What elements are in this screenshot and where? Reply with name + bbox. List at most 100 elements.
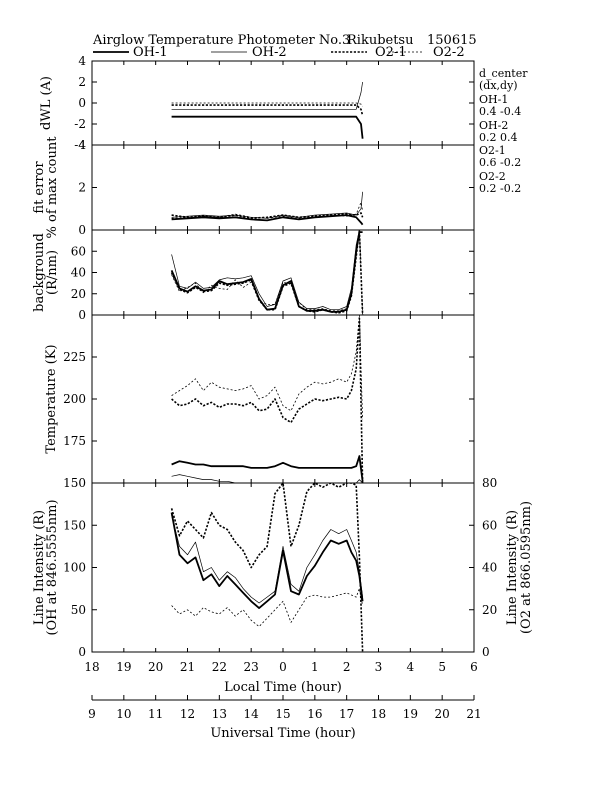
site-name: Rikubetsu: [347, 33, 413, 48]
y-axis-right-label-2: (O2 at 866.0595nm): [519, 501, 534, 634]
panel-temperature-k: 150 175 200 225 Temperature (K): [44, 314, 475, 490]
annotation-value-o2-1: 0.6 -0.2: [479, 156, 521, 169]
y-tick-label: 20: [71, 287, 86, 301]
legend-label-oh-1: OH-1: [133, 45, 168, 60]
local-time-tick-label: 0: [279, 660, 287, 674]
y-axis-label: background: [32, 233, 47, 312]
universal-time-tick-label: 13: [212, 707, 227, 721]
local-time-tick-label: 1: [311, 660, 319, 674]
annotation-d-center: d_center: [479, 67, 528, 80]
local-time-tick-label: 2: [343, 660, 351, 674]
y-tick-label: -4: [74, 138, 86, 152]
y-tick-label: -2: [74, 117, 86, 131]
series-line-o2-1: [170, 230, 364, 315]
series-line-oh-2: [171, 515, 363, 604]
legend-item-o2-2: O2-2: [388, 45, 465, 60]
y-tick-label: 225: [63, 350, 86, 364]
legend: OH-1 OH-2 O2-1 O2-2: [93, 45, 465, 60]
panel-fit-error-of-max-count: 0 2 4 fit error% of max count: [32, 136, 475, 238]
y-tick-label: 0: [78, 308, 86, 322]
d-center-annotations: d_center(dx,dy)OH-10.4 -0.4OH-20.2 0.4O2…: [479, 67, 528, 195]
y-tick-label: 0: [78, 645, 86, 659]
universal-time-tick-label: 19: [403, 707, 418, 721]
legend-item-oh-1: OH-1: [93, 45, 168, 60]
universal-time-tick-label: 12: [180, 707, 195, 721]
y-right-tick-label: 80: [482, 476, 497, 490]
local-time-tick-label: 21: [180, 660, 195, 674]
y-right-tick-label: 0: [482, 645, 490, 659]
legend-item-o2-1: O2-1: [331, 45, 407, 60]
date-label: 150615: [427, 33, 477, 48]
legend-label-oh-2: OH-2: [252, 45, 287, 60]
y-tick-label: 4: [78, 138, 86, 152]
y-tick-label: 175: [63, 434, 86, 448]
universal-time-tick-label: 16: [307, 707, 322, 721]
y-tick-label: 150: [63, 476, 86, 490]
annotation-name-oh-2: OH-2: [479, 119, 508, 132]
local-time-tick-label: 20: [148, 660, 163, 674]
series-line-oh-2: [171, 474, 363, 483]
annotation-value-oh-2: 0.2 0.4: [479, 131, 517, 144]
y-axis-label: dWL (A): [39, 76, 54, 130]
annotation-value-o2-2: 0.2 -0.2: [479, 182, 521, 195]
series-line-o2-2: [171, 588, 363, 627]
local-time-tick-label: 5: [438, 660, 446, 674]
universal-time-tick-label: 18: [371, 707, 386, 721]
y-tick-label: 200: [63, 392, 86, 406]
universal-time-tick-label: 20: [435, 707, 450, 721]
y-right-tick-label: 40: [482, 561, 497, 575]
y-tick-label: 50: [71, 603, 86, 617]
universal-time-tick-label: 14: [244, 707, 260, 721]
y-axis-label-2: (R/nm): [45, 250, 60, 295]
series-line-o2-1: [171, 104, 364, 116]
panel-dwl-a: -4 -2 0 2 4 dWL (A): [39, 54, 475, 152]
legend-label-o2-2: O2-2: [433, 45, 465, 60]
universal-time-tick-label: 11: [148, 707, 163, 721]
series-line-o2-1: [171, 212, 364, 220]
universal-time-tick-label: 9: [88, 707, 96, 721]
local-time-tick-label: 22: [212, 660, 227, 674]
series-line-oh-1: [170, 512, 364, 609]
series-line-oh-1: [171, 115, 364, 139]
y-axis-label: Temperature (K): [44, 344, 59, 453]
series-line-o2-2: [171, 201, 363, 219]
series-line-o2-2: [171, 315, 363, 420]
universal-time-tick-label: 15: [275, 707, 290, 721]
annotation-dx-dy: (dx,dy): [479, 79, 518, 92]
series-line-o2-1: [171, 317, 364, 483]
universal-time-axis-label: Universal Time (hour): [210, 726, 355, 741]
series-line-o2-1: [170, 483, 364, 652]
series-line-oh-2: [171, 230, 363, 311]
local-time-tick-label: 23: [244, 660, 259, 674]
y-tick-label: 2: [78, 181, 86, 195]
y-axis-label: Line Intensity (R): [32, 510, 47, 625]
y-right-tick-label: 60: [482, 518, 497, 532]
panel-frame: [91, 229, 475, 316]
legend-label-o2-1: O2-1: [375, 45, 407, 60]
local-time-tick-label: 3: [375, 660, 383, 674]
local-time-tick-label: 19: [116, 660, 131, 674]
y-tick-label: 40: [71, 266, 86, 280]
annotation-name-o2-1: O2-1: [479, 144, 506, 157]
series-line-oh-1: [171, 214, 364, 226]
y-tick-label: 4: [78, 54, 86, 68]
universal-time-tick-label: 10: [116, 707, 131, 721]
annotation-name-oh-1: OH-1: [479, 93, 508, 106]
y-axis-label-2: (OH at 846.5555nm): [45, 499, 60, 635]
y-axis-label: fit error: [32, 161, 47, 214]
y-tick-label: 0: [78, 223, 86, 237]
annotation-value-oh-1: 0.4 -0.4: [479, 105, 521, 118]
panel-frame: [91, 60, 475, 146]
panel-frame: [91, 314, 475, 484]
series-line-o2-2: [171, 102, 363, 107]
panels: -4 -2 0 2 4 dWL (A) 0 2 4 fit error% of max count…: [32, 54, 534, 659]
panel-background-r-nm: 0 20 40 60 background(R/nm): [32, 229, 475, 322]
series-line-o2-2: [171, 230, 363, 315]
y-right-tick-label: 20: [482, 603, 497, 617]
y-tick-label: 0: [78, 96, 86, 110]
figure-title: Airglow Temperature Photometer No.3: [92, 33, 350, 48]
y-tick-label: 2: [78, 75, 86, 89]
